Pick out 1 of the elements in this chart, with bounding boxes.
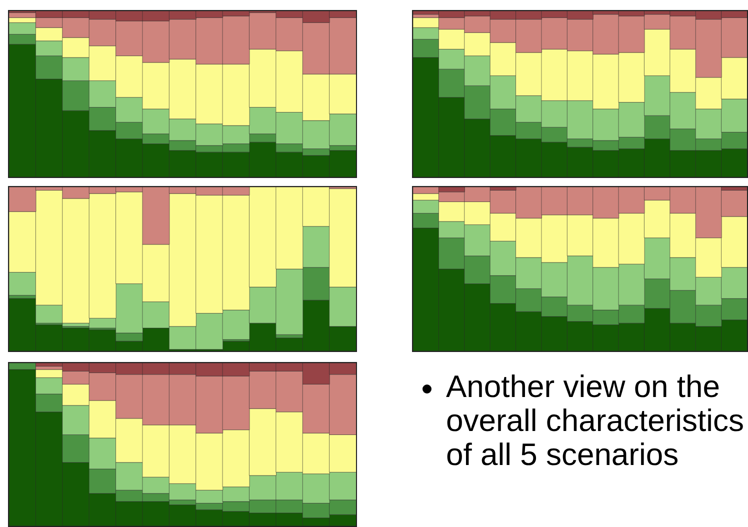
text: Another view on the overall characteristics of all 5 scenarios (446, 369, 744, 472)
